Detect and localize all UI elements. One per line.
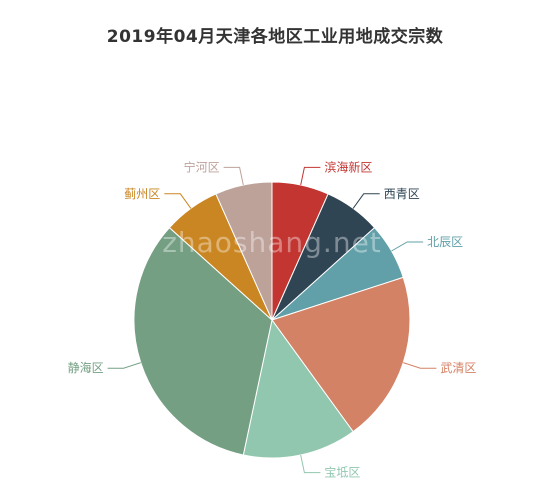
slice-label-1: 滨海新区 — [324, 159, 372, 174]
slice-label-7: 蓟州区 — [124, 187, 160, 201]
slice-label-8: 宁河区 — [184, 159, 220, 174]
leader-line-7 — [164, 193, 192, 209]
leader-line-3 — [391, 241, 424, 252]
slice-label-2: 西青区 — [384, 187, 420, 201]
chart-title: 2019年04月天津各地区工业用地成交宗数 — [106, 27, 444, 47]
leader-line-1 — [300, 166, 321, 186]
slice-label-3: 北辰区 — [427, 235, 463, 249]
slice-label-6: 静海区 — [68, 360, 104, 375]
leader-line-5 — [300, 454, 321, 474]
pie-slice-5[interactable] — [242, 318, 354, 459]
leader-line-8 — [223, 166, 244, 186]
label-leaders — [107, 166, 437, 474]
slice-label-4: 武清区 — [440, 361, 476, 375]
leader-line-6 — [107, 362, 141, 369]
leader-line-4 — [403, 362, 437, 369]
watermark: zhaoshang.net — [162, 226, 382, 259]
pie-slice-8[interactable] — [215, 181, 273, 321]
slice-label-5: 宝坻区 — [324, 465, 360, 480]
pie-slices — [133, 181, 411, 459]
leader-line-2 — [352, 193, 380, 209]
